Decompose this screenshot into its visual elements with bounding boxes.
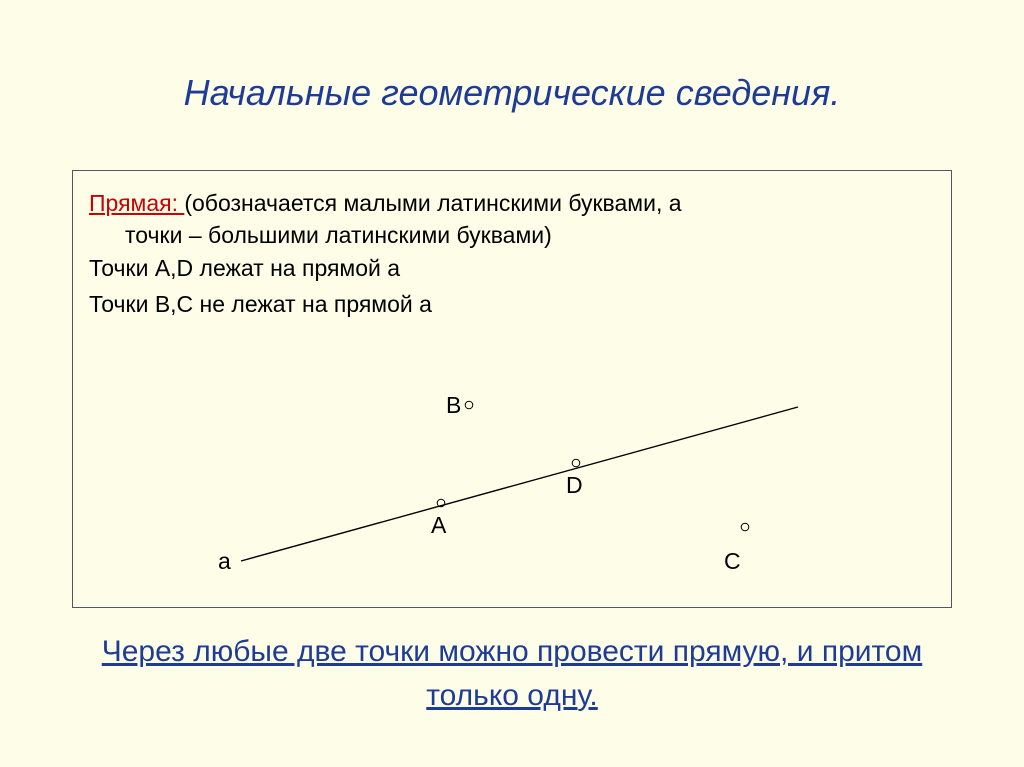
point-b-label: B — [446, 392, 461, 418]
point-a-label: A — [431, 512, 447, 538]
geometry-diagram: a B D A C — [73, 381, 953, 609]
definition-text-1: (обозначается малыми латинскими буквами,… — [184, 190, 681, 216]
definition-line-1: Прямая: (обозначается малыми латинскими … — [89, 187, 935, 219]
point-a — [437, 499, 445, 507]
point-b — [465, 401, 473, 409]
page-title: Начальные геометрические сведения. — [0, 0, 1024, 114]
point-c — [741, 523, 749, 531]
line-a — [241, 407, 798, 561]
line-label-a: a — [218, 548, 231, 574]
point-d — [572, 459, 580, 467]
statement-off-line: Точки B,C не лежат на прямой a — [89, 287, 935, 323]
axiom-footer: Через любые две точки можно провести пря… — [0, 630, 1024, 717]
point-d-label: D — [566, 472, 583, 498]
term-label: Прямая: — [89, 190, 184, 216]
content-box: Прямая: (обозначается малыми латинскими … — [72, 170, 952, 608]
statement-on-line: Точки A,D лежат на прямой a — [89, 251, 935, 287]
definition-text-2: точки – большими латинскими буквами) — [89, 219, 935, 251]
point-c-label: C — [724, 548, 741, 574]
